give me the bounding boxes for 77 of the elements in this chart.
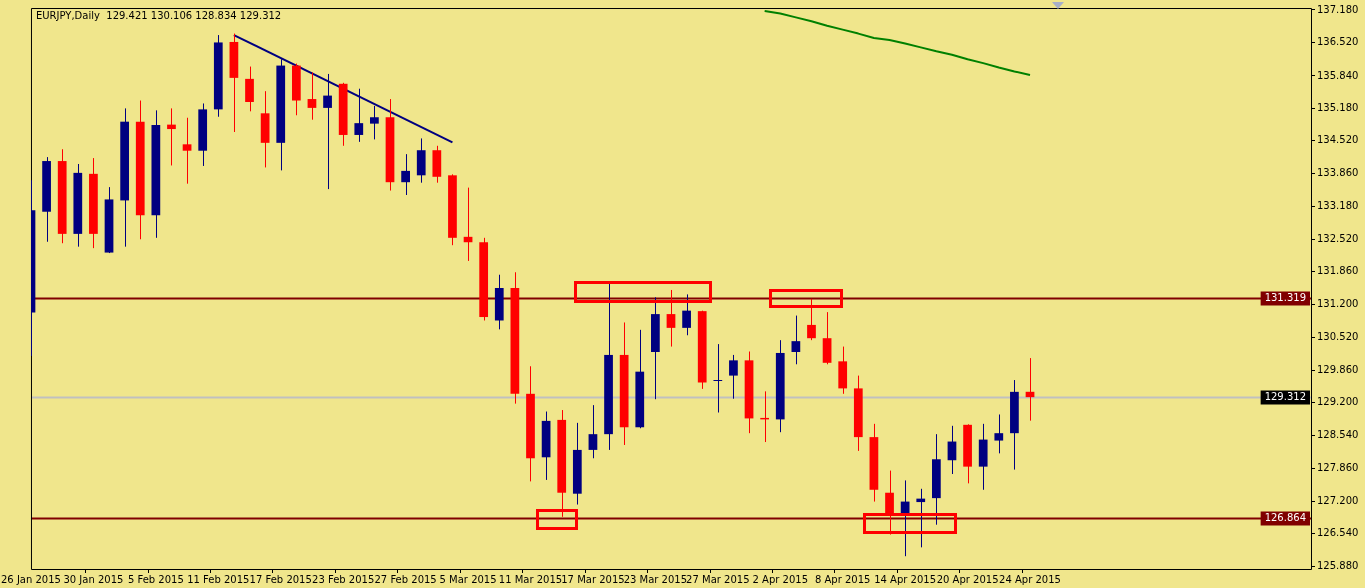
candlestick (838, 346, 848, 395)
y-tick-label: 131.200 (1317, 297, 1359, 309)
x-tick-label: 5 Mar 2015 (439, 573, 497, 585)
candlestick (1010, 379, 1019, 471)
candlestick (619, 321, 629, 446)
candlestick (557, 409, 567, 518)
x-tick-label: 17 Mar 2015 (561, 573, 625, 585)
y-tick-label: 136.520 (1317, 36, 1359, 48)
candlestick (135, 100, 145, 240)
y-tick-label: 125.880 (1317, 559, 1359, 571)
candlestick (151, 109, 161, 239)
y-tick-label: 132.520 (1317, 232, 1359, 244)
ref-line-label: 126.864 (1264, 512, 1307, 524)
x-tick-label: 11 Feb 2015 (187, 573, 250, 585)
x-tick-label: 23 Feb 2015 (312, 573, 375, 585)
y-tick-label: 127.860 (1317, 462, 1359, 474)
candlestick (697, 310, 707, 390)
candlestick (807, 298, 816, 341)
candlestick (416, 137, 426, 184)
candlestick (198, 102, 208, 167)
x-tick-label: 8 Apr 2015 (814, 573, 871, 585)
candlestick (978, 423, 988, 491)
x-tick-label: 24 Apr 2015 (999, 573, 1061, 585)
ref-line-label: 131.319 (1264, 292, 1307, 304)
candlestick (338, 82, 348, 147)
candlestick (526, 365, 535, 482)
y-tick-label: 131.860 (1317, 265, 1359, 277)
y-tick-label: 135.840 (1317, 69, 1359, 81)
x-tick-label: 27 Feb 2015 (374, 573, 437, 585)
x-tick-label: 11 Mar 2015 (498, 573, 563, 585)
candlestick (572, 422, 582, 506)
candlestick (448, 173, 457, 246)
candlestick (213, 34, 223, 118)
x-tick-label: 14 Apr 2015 (874, 573, 937, 585)
candlestick (42, 156, 51, 243)
candlestick (729, 354, 738, 400)
candlestick (682, 293, 691, 336)
x-tick-label: 2 Apr 2015 (752, 573, 808, 585)
candlestick (291, 63, 301, 116)
candlestick (245, 66, 254, 112)
chart-title: EURJPY,Daily 129.421 130.106 128.834 129.312 (35, 9, 282, 21)
y-tick-label: 135.180 (1317, 101, 1359, 113)
candlestick (775, 339, 785, 433)
y-tick-label: 129.200 (1317, 396, 1359, 408)
candlestick (791, 315, 801, 365)
candlestick (432, 145, 442, 184)
y-tick-label: 137.180 (1317, 3, 1359, 15)
candlestick (89, 157, 98, 249)
candlestick (120, 107, 129, 248)
y-tick-label: 130.520 (1317, 331, 1359, 343)
candlestick (931, 433, 941, 526)
x-tick-label: 23 Mar 2015 (623, 573, 688, 585)
candlestick (994, 413, 1004, 454)
candlestick (57, 148, 67, 244)
candlestick (494, 274, 504, 330)
x-tick-label: 27 Mar 2015 (686, 573, 750, 585)
y-tick-label: 128.540 (1317, 428, 1359, 440)
y-tick-label: 133.180 (1317, 200, 1359, 212)
candlestick (963, 423, 972, 484)
y-tick-label: 126.540 (1317, 527, 1359, 539)
candlestick (853, 375, 863, 452)
candlestick (651, 296, 660, 400)
y-tick-label: 134.520 (1317, 134, 1359, 146)
candlestick (479, 237, 489, 321)
x-tick-label: 26 Jan 2015 (1, 573, 61, 585)
y-tick-label: 127.200 (1317, 494, 1359, 506)
y-tick-label: 133.860 (1317, 166, 1359, 178)
candlestick (635, 329, 645, 429)
ref-line-label: 129.312 (1264, 391, 1307, 403)
x-tick-label: 20 Apr 2015 (936, 573, 999, 585)
x-tick-label: 30 Jan 2015 (63, 573, 124, 585)
x-tick-label: 5 Feb 2015 (127, 573, 184, 585)
x-tick-label: 17 Feb 2015 (249, 573, 312, 585)
candlestick (604, 281, 613, 451)
candlestick (73, 163, 83, 248)
y-tick-label: 129.860 (1317, 363, 1359, 375)
candlestick (370, 105, 379, 140)
